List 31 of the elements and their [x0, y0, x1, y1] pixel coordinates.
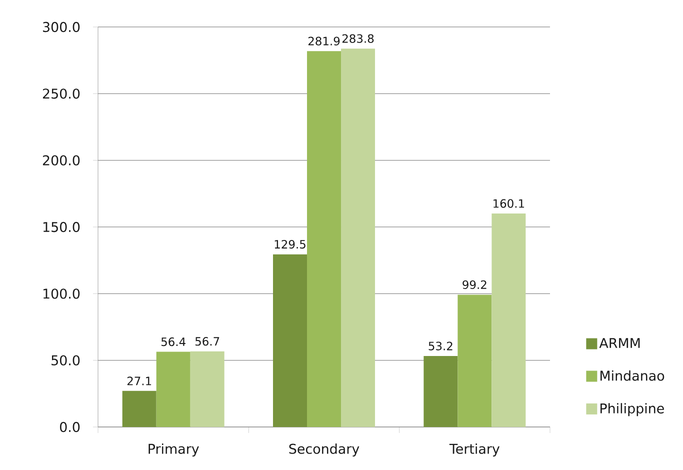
bar: [424, 356, 458, 427]
x-tick-label: Secondary: [289, 444, 360, 457]
legend-label: Philippine: [600, 403, 664, 416]
y-tick-label: 50.0: [52, 355, 80, 366]
bar: [122, 390, 156, 427]
bar: [307, 51, 342, 427]
data-label: 27.1: [127, 376, 152, 386]
bar: [458, 294, 492, 427]
legend-label: ARMM: [599, 338, 640, 348]
bar: [341, 48, 376, 427]
data-label: 53.2: [428, 342, 452, 350]
bar: [273, 254, 308, 427]
y-tick-label: 250.0: [42, 88, 80, 99]
x-tick-label: Primary: [148, 444, 199, 457]
y-tick-label: 100.0: [43, 288, 80, 299]
data-label: 129.5: [274, 240, 306, 249]
data-label: 56.7: [195, 337, 220, 346]
y-tick-label: 200.0: [42, 155, 80, 166]
y-tick-label: 150.0: [43, 222, 80, 232]
bar: [156, 352, 190, 427]
x-tick-label: Tertiary: [449, 444, 500, 457]
y-tick-label: 0.0: [60, 422, 80, 432]
bar: [492, 214, 526, 427]
data-label: 99.2: [462, 280, 486, 290]
bar: [190, 351, 224, 427]
data-label: 56.4: [161, 337, 186, 346]
legend-label: Mindanao: [600, 370, 664, 381]
data-label: 160.1: [494, 199, 524, 208]
data-label: 281.9: [308, 36, 340, 46]
y-tick-label: 300.0: [43, 22, 80, 32]
data-label: 283.8: [342, 34, 374, 43]
